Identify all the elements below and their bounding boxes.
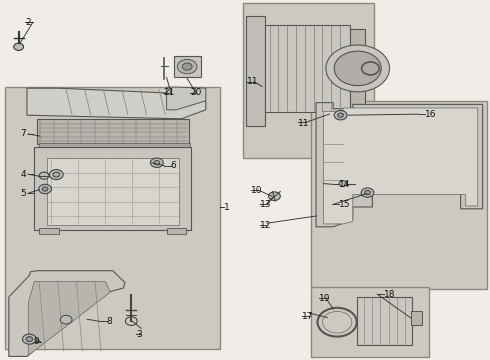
Text: 1: 1 xyxy=(224,202,230,211)
Text: 19: 19 xyxy=(319,294,330,302)
Circle shape xyxy=(49,170,63,180)
Text: 4: 4 xyxy=(21,170,26,179)
Bar xyxy=(265,25,350,112)
Bar xyxy=(174,56,201,77)
Text: 21: 21 xyxy=(163,88,174,97)
Bar xyxy=(246,16,265,126)
Polygon shape xyxy=(316,103,483,227)
Circle shape xyxy=(334,111,347,120)
Text: 9: 9 xyxy=(33,338,39,346)
Polygon shape xyxy=(167,87,206,110)
Polygon shape xyxy=(9,271,125,356)
Text: 10: 10 xyxy=(251,186,262,194)
Circle shape xyxy=(53,172,60,177)
Text: 16: 16 xyxy=(425,109,436,118)
Text: 15: 15 xyxy=(339,200,350,209)
Circle shape xyxy=(334,51,381,86)
Text: 7: 7 xyxy=(21,129,26,138)
Bar xyxy=(350,29,365,108)
Bar xyxy=(39,143,190,147)
Circle shape xyxy=(60,315,72,324)
Bar xyxy=(37,119,189,144)
Bar xyxy=(47,158,179,225)
Bar xyxy=(5,87,220,349)
Text: 20: 20 xyxy=(190,88,201,97)
Circle shape xyxy=(177,59,197,74)
Text: 14: 14 xyxy=(339,180,350,189)
Circle shape xyxy=(39,172,49,179)
Circle shape xyxy=(14,43,24,50)
Text: 2: 2 xyxy=(25,18,31,27)
Bar xyxy=(311,101,487,289)
Polygon shape xyxy=(28,282,110,355)
Circle shape xyxy=(365,190,370,195)
Text: 3: 3 xyxy=(136,330,142,338)
Text: 12: 12 xyxy=(260,220,271,230)
Circle shape xyxy=(150,158,163,167)
Polygon shape xyxy=(323,108,478,224)
Text: 6: 6 xyxy=(171,161,176,170)
Text: 17: 17 xyxy=(302,311,314,320)
Bar xyxy=(311,287,429,357)
Circle shape xyxy=(269,192,280,201)
Circle shape xyxy=(42,187,48,191)
Circle shape xyxy=(182,63,192,70)
Circle shape xyxy=(338,113,343,117)
Circle shape xyxy=(361,188,374,197)
Bar xyxy=(39,228,59,234)
Circle shape xyxy=(39,184,51,194)
Text: 11: 11 xyxy=(298,119,310,128)
Text: 13: 13 xyxy=(260,199,271,209)
Circle shape xyxy=(339,181,347,186)
Circle shape xyxy=(23,334,36,344)
Text: 8: 8 xyxy=(107,317,113,326)
Bar xyxy=(411,311,422,325)
Text: 5: 5 xyxy=(21,189,26,198)
Circle shape xyxy=(154,161,160,165)
Circle shape xyxy=(26,337,33,342)
Bar xyxy=(357,297,412,345)
Text: 11: 11 xyxy=(246,77,258,86)
Polygon shape xyxy=(27,88,206,119)
Text: 18: 18 xyxy=(384,289,395,299)
Bar xyxy=(34,147,191,230)
Circle shape xyxy=(326,45,390,92)
Bar xyxy=(243,3,374,158)
Bar xyxy=(167,228,186,234)
